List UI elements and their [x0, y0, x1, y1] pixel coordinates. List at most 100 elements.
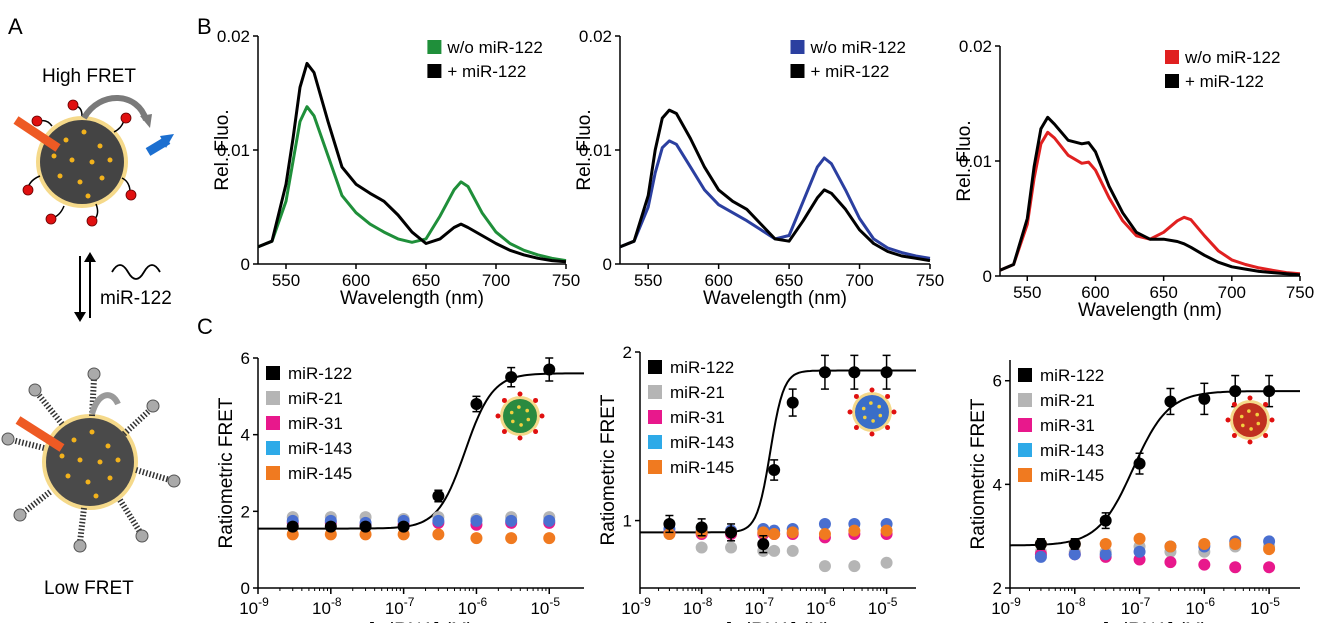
x-tick-exponent: -8	[702, 595, 713, 609]
x-tick-exponent: -7	[763, 595, 774, 609]
x-tick-exponent: -6	[1204, 595, 1215, 609]
data-point	[786, 396, 799, 409]
y-tick-label: 6	[993, 372, 1002, 391]
data-point	[1263, 561, 1276, 574]
legend-swatch	[648, 385, 662, 399]
y-tick-label: 2	[623, 343, 632, 362]
legend-label: w/o miR-122	[810, 38, 906, 57]
data-point	[1198, 537, 1211, 550]
nanoparticle-dye	[501, 429, 507, 435]
data-point	[663, 517, 676, 530]
x-tick-label: 10-6	[806, 595, 836, 618]
data-point	[768, 528, 781, 541]
x-axis-label: [miRNA] (M)	[726, 620, 830, 623]
titration-chart-2: 10-9 10-8 10-7 10-6 10-5 1 2 [miRNA] (M) Ratiome…	[598, 343, 916, 623]
series-line	[999, 130, 1301, 276]
legend-swatch	[1018, 418, 1032, 432]
nanoparticle-dye	[1247, 439, 1253, 445]
legend-label: + miR-122	[447, 62, 526, 81]
x-axis-label: [miRNA] (M)	[369, 620, 473, 623]
fit-curve	[1009, 390, 1300, 547]
legend-label: miR-122	[1040, 366, 1104, 385]
nanoparticle-dye	[869, 431, 875, 437]
legend-swatch	[648, 360, 662, 374]
x-tick-label: 700	[845, 271, 873, 290]
legend-swatch	[1165, 74, 1179, 88]
y-axis-label: Rel. Fluo.	[954, 120, 975, 201]
data-point	[768, 464, 781, 476]
legend-label: miR-21	[288, 389, 343, 408]
x-tick-exponent: -9	[640, 595, 651, 609]
series-line	[999, 115, 1301, 277]
nanoparticle-dye	[1269, 417, 1275, 423]
data-point	[725, 526, 738, 539]
legend-swatch	[648, 435, 662, 449]
series-line	[257, 105, 567, 263]
x-tick-exponent: -8	[1075, 595, 1086, 609]
data-point	[1034, 550, 1047, 563]
data-point	[1263, 385, 1276, 398]
y-tick-label: 6	[241, 349, 250, 368]
panel-label-a: A	[8, 14, 23, 39]
data-point	[1099, 537, 1112, 550]
nanoparticle-core	[1233, 403, 1267, 437]
data-point	[1099, 514, 1112, 527]
x-tick-label: 700	[482, 271, 510, 290]
data-point	[1164, 540, 1177, 553]
x-tick-exponent: -5	[1269, 595, 1280, 609]
nanoparticle-dot	[871, 419, 875, 423]
data-point	[1068, 548, 1081, 561]
x-tick-exponent: -6	[477, 595, 488, 609]
x-tick-exponent: -5	[549, 595, 560, 609]
legend-label: miR-145	[1040, 466, 1104, 485]
series-line	[619, 139, 931, 260]
data-point	[505, 371, 518, 384]
y-tick-label: 0.01	[217, 141, 250, 160]
legend-label: miR-31	[288, 414, 343, 433]
nanoparticle-dye	[853, 393, 859, 399]
nanoparticle-dot	[1239, 414, 1244, 419]
data-point	[880, 556, 893, 569]
data-point	[695, 521, 708, 534]
y-axis-label: Ratiometric FRET	[216, 397, 237, 548]
x-tick-exponent: -5	[887, 595, 898, 609]
schematic-panel: High FRET	[1, 66, 181, 599]
legend-label: miR-143	[288, 439, 352, 458]
data-point	[324, 520, 337, 533]
nanoparticle-dot	[509, 410, 514, 415]
nanoparticle-core	[855, 395, 889, 429]
x-tick-label: 750	[916, 271, 944, 290]
nanoparticle-dye	[847, 409, 853, 415]
x-tick-label: 600	[342, 271, 370, 290]
data-point	[768, 544, 781, 557]
data-point	[695, 541, 708, 554]
data-point	[1133, 457, 1146, 470]
nanoparticle-dye	[1263, 433, 1269, 439]
x-tick-exponent: -6	[825, 595, 836, 609]
nanoparticle-core	[503, 399, 537, 433]
fit-curve	[640, 369, 916, 534]
x-tick-label: 550	[1013, 283, 1041, 302]
x-axis-label: [miRNA] (M)	[1103, 620, 1207, 623]
nanoparticle-dot	[877, 404, 881, 409]
nanoparticle-dot	[1241, 423, 1245, 428]
nanoparticle-dye	[533, 429, 539, 435]
legend-swatch	[1018, 368, 1032, 382]
x-axis-label: Wavelength (nm)	[340, 288, 484, 309]
data-point	[432, 528, 445, 541]
series-line	[619, 108, 931, 263]
nanoparticle-dot	[1249, 427, 1253, 431]
titration-chart-1: 10-9 10-8 10-7 10-6 10-5 0 2 4 6 [miRNA] (M) Ratio…	[216, 349, 584, 623]
high-fret-nanoparticle-icon	[13, 95, 174, 227]
x-tick-exponent: -7	[404, 595, 415, 609]
x-tick-label: 10-7	[385, 595, 415, 618]
legend-label: miR-122	[670, 358, 734, 377]
data-point	[663, 528, 676, 541]
y-tick-label: 0.02	[217, 27, 250, 46]
y-tick-label: 1	[623, 512, 632, 531]
data-point	[786, 526, 799, 539]
x-tick-label: 750	[1286, 283, 1314, 302]
legend-label: + miR-122	[811, 62, 890, 81]
x-tick-label: 600	[704, 271, 732, 290]
